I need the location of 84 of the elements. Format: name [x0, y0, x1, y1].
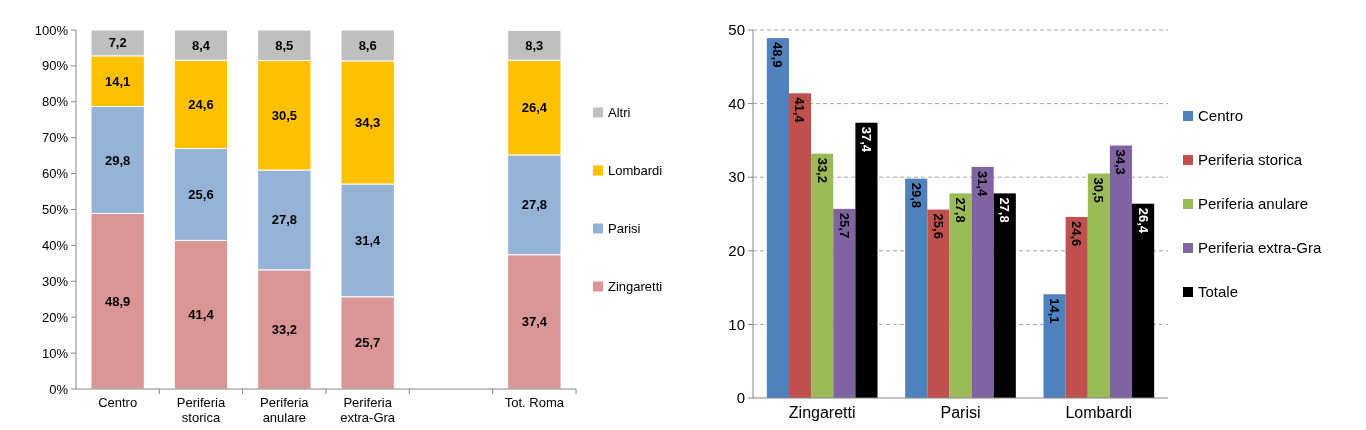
y-tick-label: 10% — [41, 345, 69, 361]
data-label: 7,2 — [108, 35, 127, 51]
data-label: 29,8 — [105, 152, 131, 168]
data-label: 25,6 — [188, 186, 214, 202]
data-label: 29,8 — [908, 182, 924, 208]
bar — [1109, 145, 1133, 398]
y-tick-label: 80% — [41, 94, 69, 110]
data-label: 48,9 — [770, 42, 786, 68]
y-tick-label: 50 — [728, 21, 745, 39]
data-label: 14,1 — [105, 73, 131, 89]
y-tick-label: 60% — [41, 166, 69, 182]
y-tick-label: 50% — [41, 202, 69, 218]
data-label: 30,5 — [271, 107, 297, 123]
bar — [905, 178, 928, 398]
x-tick-label: Centro — [98, 395, 138, 410]
data-label: 37,4 — [521, 314, 548, 330]
data-label: 27,8 — [521, 197, 547, 213]
y-tick-label: 10 — [728, 315, 745, 333]
data-label: 8,4 — [191, 37, 211, 53]
data-label: 31,4 — [975, 170, 991, 197]
data-label: 24,6 — [188, 96, 214, 112]
data-label: 24,6 — [1069, 220, 1085, 247]
data-label: 33,2 — [814, 157, 830, 183]
data-label: 27,8 — [997, 197, 1013, 223]
data-label: 27,8 — [952, 197, 968, 223]
legend-label: Centro — [1198, 107, 1244, 125]
legend-label: Periferia storica — [1198, 151, 1303, 169]
data-label: 8,5 — [275, 37, 294, 53]
data-label: 33,2 — [271, 321, 297, 337]
bar — [788, 93, 812, 398]
bar — [993, 193, 1016, 398]
bar — [949, 193, 972, 398]
bar — [1132, 203, 1155, 398]
data-label: 30,5 — [1091, 177, 1107, 203]
data-label: 37,4 — [858, 126, 874, 153]
y-tick-label: 30% — [41, 273, 69, 289]
y-tick-label: 0 — [736, 389, 745, 407]
data-label: 41,4 — [188, 307, 215, 323]
data-label: 8,6 — [358, 37, 377, 53]
bar — [1065, 216, 1088, 398]
data-label: 26,4 — [521, 100, 548, 116]
data-label: 41,4 — [792, 97, 808, 124]
bar — [1087, 173, 1110, 398]
legend-label: Altri — [608, 105, 631, 121]
y-tick-label: 30 — [728, 168, 745, 186]
y-tick-label: 100% — [34, 22, 69, 38]
bar — [833, 208, 856, 398]
legend-label: Lombardi — [608, 163, 663, 179]
legend-label: Periferia extra-Gra — [1198, 239, 1323, 257]
data-label: 34,3 — [1113, 149, 1129, 175]
bar — [766, 38, 789, 398]
x-tick-label: Zingaretti — [788, 404, 856, 421]
bar — [855, 122, 878, 398]
x-tick-label: Parisi — [940, 404, 981, 421]
y-tick-label: 40% — [41, 237, 69, 253]
data-label: 25,7 — [355, 335, 381, 351]
x-tick-label: Periferia anulare — [260, 395, 310, 425]
data-label: 14,1 — [1047, 298, 1063, 324]
legend-label: Totale — [1198, 283, 1239, 301]
y-tick-label: 40 — [728, 94, 745, 112]
bar — [971, 166, 994, 398]
data-label: 26,4 — [1135, 207, 1151, 234]
data-label: 48,9 — [105, 293, 131, 309]
y-tick-label: 70% — [41, 130, 69, 146]
data-label: 25,6 — [930, 213, 946, 239]
data-label: 8,3 — [525, 37, 544, 53]
x-tick-label: Tot. Roma — [504, 395, 565, 410]
legend-label: Periferia anulare — [1198, 195, 1309, 213]
x-tick-label: Lombardi — [1065, 404, 1133, 421]
y-tick-label: 20 — [728, 242, 745, 260]
x-tick-label: Periferia extra-Gra — [340, 395, 396, 425]
data-label: 25,7 — [836, 212, 852, 239]
x-tick-label: Periferia storica — [176, 395, 226, 425]
y-tick-label: 0% — [49, 381, 69, 397]
bar — [927, 209, 950, 398]
y-tick-label: 90% — [41, 58, 69, 74]
bar — [1043, 294, 1066, 398]
data-label: 34,3 — [355, 114, 381, 130]
data-label: 27,8 — [271, 212, 297, 228]
y-tick-label: 20% — [41, 309, 69, 325]
legend-label: Zingaretti — [608, 279, 663, 295]
bar — [811, 153, 834, 398]
data-label: 31,4 — [355, 232, 382, 248]
legend-label: Parisi — [608, 221, 641, 237]
